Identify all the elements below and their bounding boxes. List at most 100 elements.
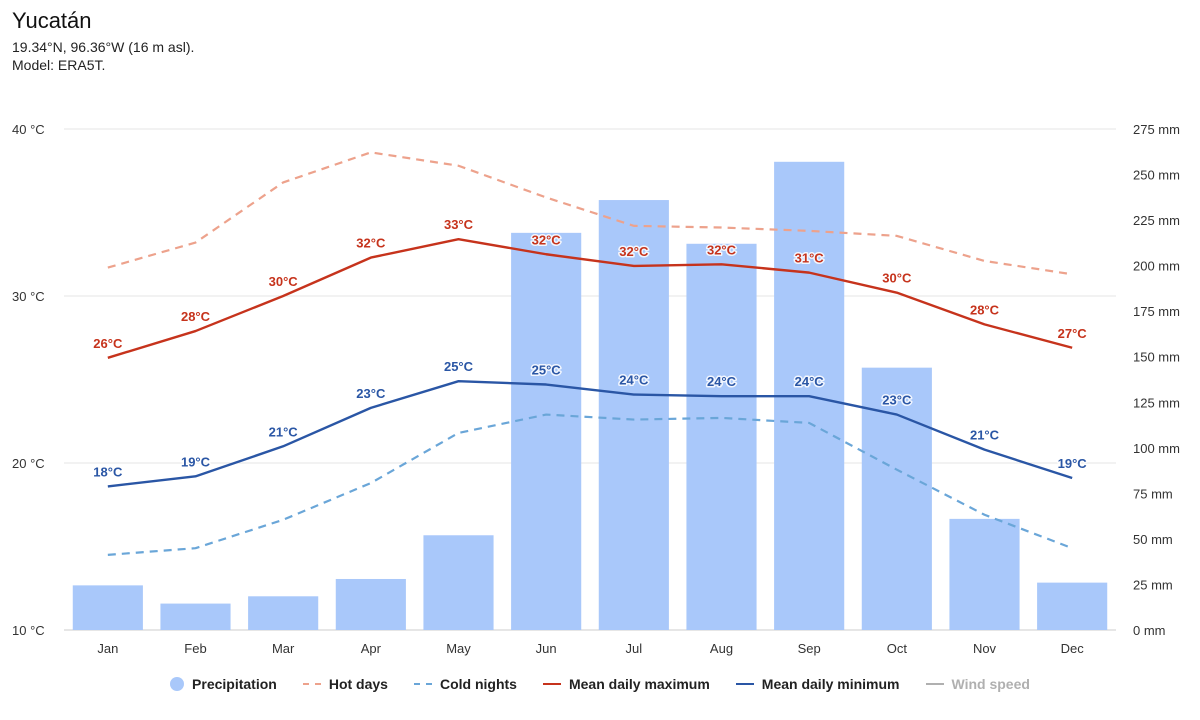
right-axis-tick-label: 75 mm [1133, 486, 1173, 501]
precipitation-swatch-icon [170, 677, 185, 691]
mean-min-data-label: 19°C [1058, 456, 1088, 471]
legend-mean-min[interactable]: Mean daily minimum [735, 676, 900, 692]
chart-legend: Precipitation Hot days Cold nights Mean … [0, 676, 1200, 692]
legend-cold-nights[interactable]: Cold nights [413, 676, 517, 692]
mean-max-data-label-halo: 26°C [93, 336, 123, 351]
mean-max-data-label-halo: 32°C [707, 242, 737, 257]
mean-min-data-label-halo: 23°C [882, 393, 912, 408]
mean-min-data-label-halo: 25°C [532, 363, 562, 378]
precipitation-bar [72, 585, 143, 630]
right-axis-tick-label: 250 mm [1133, 168, 1180, 183]
mean-min-data-label: 21°C [269, 424, 299, 439]
legend-mean-min-label: Mean daily minimum [761, 676, 900, 692]
right-axis-tick-label: 25 mm [1133, 577, 1173, 592]
right-axis-tick-label: 175 mm [1133, 304, 1180, 319]
mean-min-data-label-halo: 19°C [181, 454, 211, 469]
mean-min-data-label-halo: 19°C [1058, 456, 1088, 471]
x-axis-tick-label: Feb [184, 641, 206, 656]
mean-min-data-label: 21°C [970, 428, 1000, 443]
right-axis-tick-label: 150 mm [1133, 350, 1180, 365]
x-axis-tick-label: Jun [536, 641, 557, 656]
mean-min-data-label-halo: 24°C [795, 374, 825, 389]
precipitation-bar [949, 518, 1020, 630]
mean-min-data-label: 23°C [356, 386, 386, 401]
legend-hot-days-label: Hot days [328, 676, 388, 692]
right-axis-tick-label: 125 mm [1133, 395, 1180, 410]
x-axis-tick-label: Sep [798, 641, 821, 656]
x-axis-tick-label: Aug [710, 641, 733, 656]
legend-mean-max[interactable]: Mean daily maximum [542, 676, 710, 692]
wind-speed-swatch-icon [925, 683, 944, 685]
legend-cold-nights-label: Cold nights [439, 676, 517, 692]
precipitation-bar [248, 596, 319, 630]
mean-max-data-label-halo: 27°C [1058, 326, 1088, 341]
mean-max-data-label: 28°C [181, 309, 211, 324]
precipitation-bar [335, 578, 406, 630]
x-axis-tick-label: Jan [97, 641, 118, 656]
right-axis-tick-label: 275 mm [1133, 122, 1180, 137]
x-axis-tick-label: Apr [361, 641, 382, 656]
mean-max-data-label: 32°C [619, 244, 649, 259]
right-axis-tick-label: 200 mm [1133, 259, 1180, 274]
right-axis-tick-label: 0 mm [1133, 623, 1166, 638]
mean-max-data-label: 33°C [444, 217, 474, 232]
mean-min-data-label: 24°C [619, 373, 649, 388]
legend-precipitation[interactable]: Precipitation [170, 676, 277, 692]
location-coordinates: 19.34°N, 96.36°W (16 m asl). [12, 39, 195, 55]
mean-min-data-label: 18°C [93, 464, 123, 479]
precipitation-bar [686, 243, 757, 631]
right-axis-tick-label: 225 mm [1133, 213, 1180, 228]
temperature-lines [107, 151, 1073, 556]
precipitation-bar [598, 200, 669, 630]
mean-min-data-label: 24°C [795, 374, 825, 389]
grid-lines [64, 128, 1116, 631]
mean-max-swatch-icon [542, 683, 561, 685]
mean-min-data-label: 24°C [707, 374, 737, 389]
precipitation-bar [423, 535, 494, 630]
x-axis-tick-label: Dec [1061, 641, 1085, 656]
mean-min-swatch-icon [735, 683, 754, 685]
precipitation-bar [160, 603, 231, 630]
mean-max-data-label-halo: 28°C [970, 302, 1000, 317]
hot-days-swatch-icon [302, 683, 321, 685]
mean-max-line [107, 238, 1073, 359]
legend-wind-speed[interactable]: Wind speed [925, 676, 1030, 692]
mean-min-data-label-halo: 23°C [356, 386, 386, 401]
mean-max-data-label: 30°C [882, 271, 912, 286]
mean-max-data-label: 26°C [93, 336, 123, 351]
precipitation-bar [511, 232, 582, 631]
left-axis-tick-label: 20 °C [12, 456, 45, 471]
mean-min-data-label: 23°C [882, 393, 912, 408]
cold-nights-swatch-icon [413, 683, 432, 685]
mean-max-data-label: 27°C [1058, 326, 1088, 341]
mean-max-data-label-halo: 31°C [795, 251, 825, 266]
mean-max-data-label-halo: 28°C [181, 309, 211, 324]
x-axis-tick-label: Jul [626, 641, 643, 656]
right-axis-tick-label: 50 mm [1133, 532, 1173, 547]
mean-min-data-label-halo: 24°C [707, 374, 737, 389]
x-axis-tick-label: May [446, 641, 471, 656]
mean-max-data-label-halo: 32°C [356, 236, 386, 251]
x-axis-tick-label: Oct [887, 641, 908, 656]
legend-precipitation-label: Precipitation [192, 676, 277, 692]
climate-chart: 26°C26°C28°C28°C30°C30°C32°C32°C33°C33°C… [12, 122, 1180, 656]
precipitation-bar [1037, 582, 1108, 630]
mean-max-data-label: 32°C [532, 232, 562, 247]
mean-min-data-label-halo: 21°C [970, 428, 1000, 443]
precipitation-bars [72, 161, 1108, 631]
legend-hot-days[interactable]: Hot days [302, 676, 388, 692]
left-axis-tick-label: 30 °C [12, 289, 45, 304]
mean-max-data-label-halo: 33°C [444, 217, 474, 232]
model-label: Model: ERA5T. [12, 57, 106, 73]
legend-wind-speed-label: Wind speed [951, 676, 1030, 692]
mean-min-data-label-halo: 18°C [93, 464, 123, 479]
mean-max-data-label: 32°C [356, 236, 386, 251]
mean-max-data-label: 30°C [269, 274, 299, 289]
mean-min-line [107, 379, 1073, 488]
precipitation-bar [861, 367, 932, 630]
x-axis-tick-label: Mar [272, 641, 295, 656]
mean-max-data-label: 28°C [970, 302, 1000, 317]
x-axis-tick-label: Nov [973, 641, 997, 656]
mean-max-data-label: 31°C [795, 251, 825, 266]
left-axis-tick-label: 10 °C [12, 623, 45, 638]
